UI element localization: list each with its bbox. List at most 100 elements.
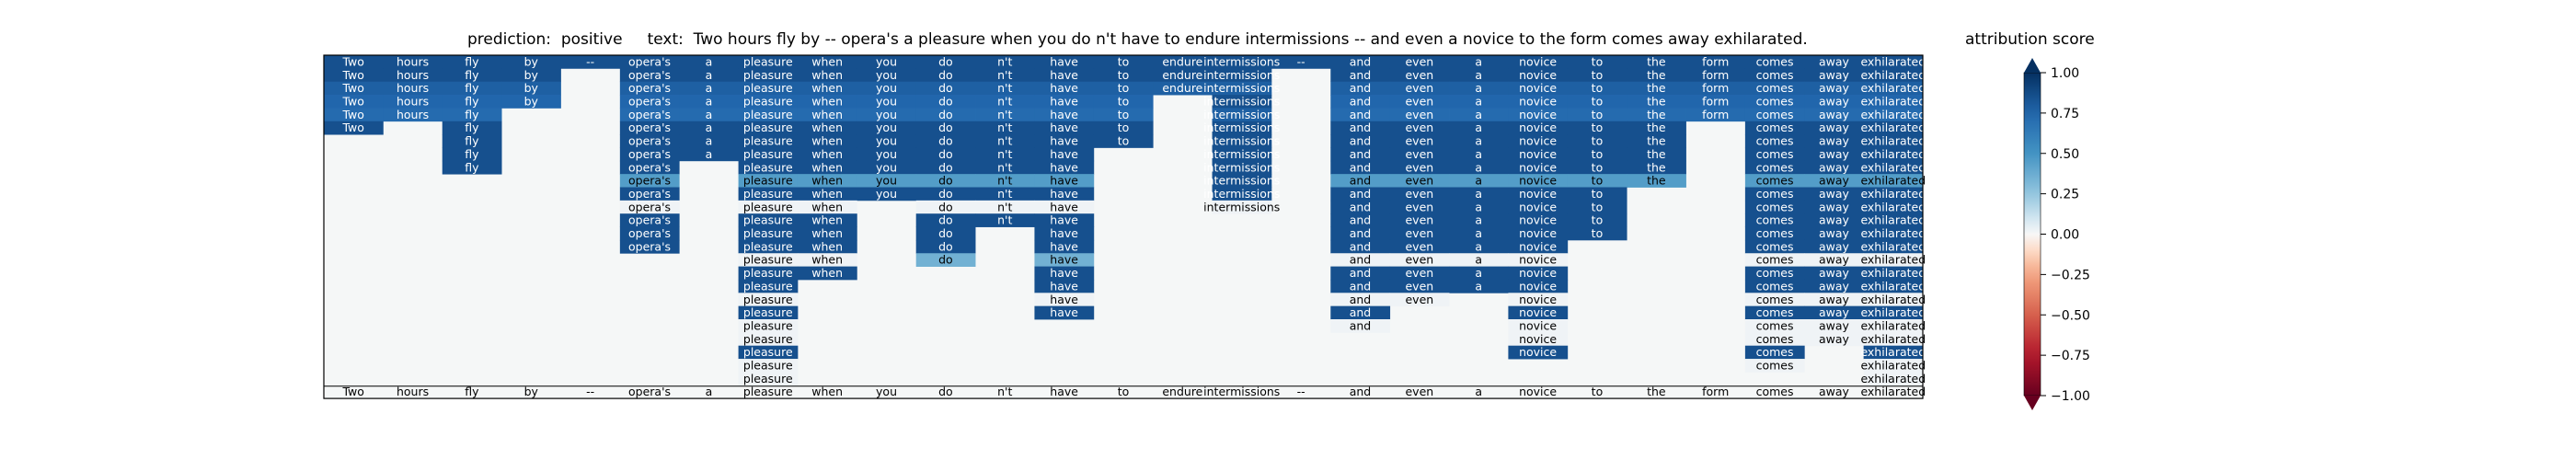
heatmap-cell — [1389, 266, 1450, 281]
heatmap-cell-label: a — [1475, 147, 1482, 161]
heatmap-cell — [1449, 266, 1509, 281]
heatmap-cell-label: away — [1819, 160, 1850, 174]
heatmap-cell — [738, 239, 799, 254]
heatmap-cell-label: comes — [1756, 54, 1794, 68]
heatmap-cell-label: the — [1647, 108, 1666, 121]
heatmap-cell — [1330, 279, 1391, 293]
heatmap-cell-label: pleasure — [743, 239, 793, 253]
heatmap-cell-label: novice — [1519, 147, 1557, 161]
heatmap-cell-label: fly — [465, 95, 479, 109]
heatmap-cell-label: comes — [1756, 305, 1794, 319]
bottom-token-row: Two hours fly by -- opera's a pleasure when you do… — [324, 385, 1926, 398]
heatmap-cell — [1449, 160, 1509, 175]
heatmap-cell-label: exhilarated — [1860, 147, 1926, 161]
heatmap-cell — [975, 81, 1035, 96]
prediction-label: prediction: — [467, 30, 552, 49]
heatmap-cell-label: fly — [465, 68, 479, 82]
heatmap-cell — [679, 55, 739, 69]
heatmap-cell — [1744, 332, 1805, 347]
heatmap-cell — [1508, 319, 1569, 333]
heatmap-cell — [1449, 95, 1509, 109]
heatmap-cell — [797, 134, 857, 148]
heatmap-cell-label: exhilarated — [1860, 54, 1926, 68]
heatmap-cell-label: you — [876, 68, 897, 82]
heatmap-cell-label: opera's — [628, 134, 671, 148]
heatmap-cell-label: away — [1819, 239, 1850, 253]
heatmap-cell — [1449, 200, 1509, 214]
heatmap-cell — [1627, 55, 1686, 69]
heatmap-cell-label: comes — [1756, 226, 1794, 240]
heatmap-cell-label: a — [1475, 266, 1482, 280]
heatmap-cell — [1627, 160, 1686, 175]
heatmap-cell-label: even — [1405, 108, 1433, 121]
heatmap-cell-label: and — [1350, 293, 1372, 306]
heatmap-cell — [738, 121, 799, 135]
heatmap-cell — [915, 81, 976, 96]
heatmap-cell — [1804, 226, 1865, 241]
heatmap-cell — [1330, 95, 1391, 109]
heatmap-cell — [857, 68, 917, 83]
heatmap-cell — [383, 68, 443, 83]
heatmap-cell — [1508, 305, 1569, 320]
heatmap-cell-label: a — [1475, 68, 1482, 82]
heatmap-cell — [797, 108, 857, 122]
heatmap-cell-label: to — [1118, 68, 1130, 82]
heatmap-cell-label: to — [1592, 81, 1604, 95]
heatmap-cell — [1330, 187, 1391, 201]
heatmap-cell — [1389, 279, 1450, 293]
heatmap-cell-label: away — [1819, 253, 1850, 267]
heatmap-cell — [1449, 239, 1509, 254]
prediction-value: positive — [560, 30, 623, 49]
heatmap-cell-label: exhilarated — [1860, 121, 1926, 134]
heatmap-cell-label: do — [938, 213, 953, 227]
heatmap-cell-label: to — [1592, 147, 1604, 161]
heatmap-cell — [797, 200, 857, 214]
heatmap-cell — [1508, 134, 1569, 148]
heatmap-cell-label: form — [1702, 68, 1729, 82]
heatmap-cell — [1863, 68, 1924, 83]
heatmap-cell-label: pleasure — [743, 318, 793, 332]
heatmap-cell-label: opera's — [628, 68, 671, 82]
heatmap-cell-label: to — [1592, 226, 1604, 240]
heatmap-cell-label: you — [876, 121, 897, 134]
heatmap-cell-label: when — [811, 147, 843, 161]
heatmap-cell — [738, 305, 799, 320]
heatmap-cell — [442, 55, 502, 69]
heatmap-cell-label: away — [1819, 134, 1850, 148]
heatmap-cell-label: comes — [1756, 332, 1794, 346]
colorbar-label: attribution score — [1965, 30, 2095, 49]
heatmap-cell-label: a — [1475, 95, 1482, 109]
heatmap-cell — [1034, 239, 1095, 254]
heatmap-cell — [1389, 160, 1450, 175]
bottom-token-label: to — [1592, 385, 1604, 398]
heatmap-cell-label: and — [1350, 239, 1372, 253]
heatmap-cell — [1330, 134, 1391, 148]
heatmap-cell-label: have — [1050, 187, 1078, 201]
heatmap-cell-label: away — [1819, 108, 1850, 121]
heatmap-cell-label: the — [1647, 54, 1666, 68]
heatmap-cell-label: a — [1475, 134, 1482, 148]
heatmap-cell-label: and — [1350, 266, 1372, 280]
heatmap-cell-label: comes — [1756, 134, 1794, 148]
heatmap-cell-label: fly — [465, 108, 479, 121]
heatmap-cell — [1863, 226, 1924, 241]
heatmap-cell-label: form — [1702, 54, 1729, 68]
heatmap-cell-label: opera's — [628, 200, 671, 213]
heatmap-cell-label: do — [938, 68, 953, 82]
heatmap-cell — [1567, 147, 1627, 162]
bottom-token-label: opera's — [628, 385, 671, 398]
colorbar-extend-min — [2024, 396, 2041, 410]
heatmap-cell — [1567, 174, 1627, 188]
heatmap-cell — [1449, 213, 1509, 227]
heatmap-cell-label: pleasure — [743, 359, 793, 373]
heatmap-cell — [1804, 305, 1865, 320]
heatmap-cell-label: comes — [1756, 81, 1794, 95]
heatmap-cell — [975, 187, 1035, 201]
heatmap-cell-label: a — [706, 121, 713, 134]
heatmap-cell-label: pleasure — [743, 332, 793, 346]
heatmap-cell-label: when — [811, 108, 843, 121]
heatmap-cell-label: comes — [1756, 68, 1794, 82]
heatmap-cell-label: n't — [997, 160, 1012, 174]
heatmap-cell-label: and — [1350, 147, 1372, 161]
